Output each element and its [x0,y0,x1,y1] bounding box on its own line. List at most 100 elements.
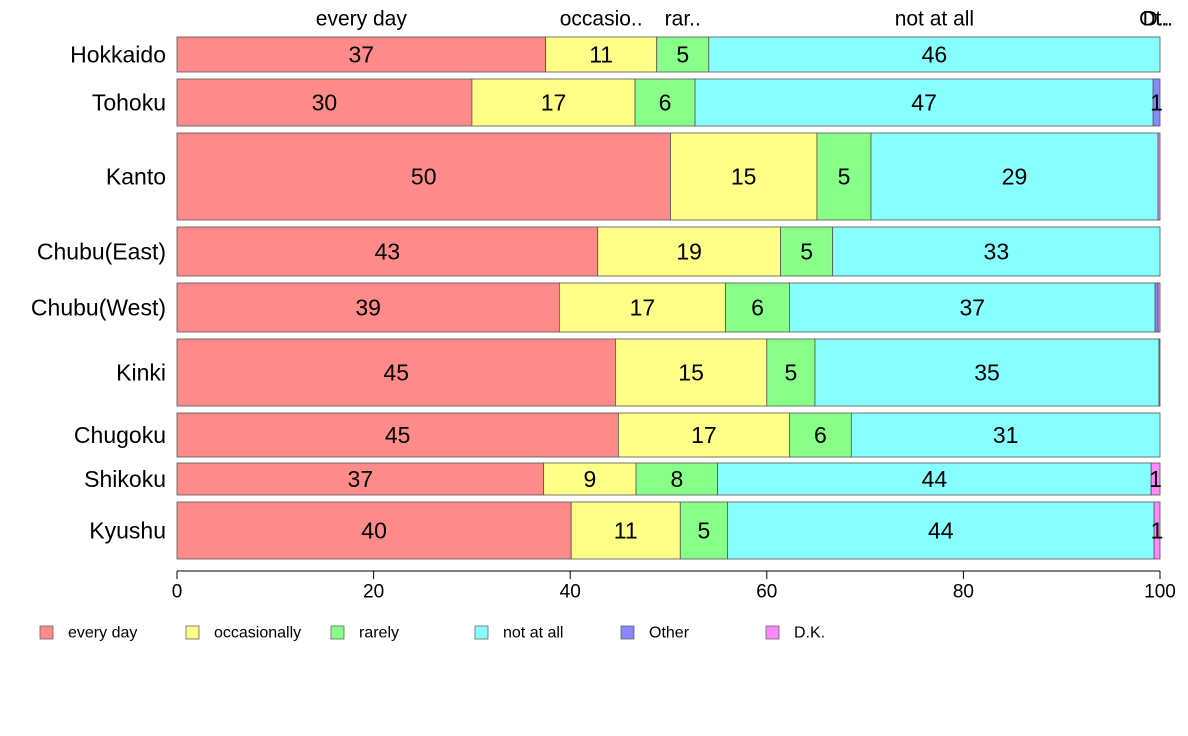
bar-segment [850,412,1161,458]
data-label: 8 [670,466,683,492]
data-label: 17 [630,295,656,321]
data-label: 5 [697,518,710,544]
legend-swatch [474,625,489,640]
bar-segment [558,282,726,333]
data-label: 46 [922,42,948,68]
data-label: 15 [678,360,704,386]
bar-segment [1154,282,1159,333]
data-label: 50 [411,164,437,190]
category-label: Kanto [106,164,166,190]
x-tick-label: 0 [172,582,183,603]
data-label: 17 [541,90,567,116]
data-label: 44 [922,466,948,492]
category-label: Chubu(West) [31,295,166,321]
x-axis: 0 20 40 60 80 100 [172,570,1176,603]
bar-segment [727,501,1155,560]
bar-segment [780,226,834,277]
data-label: 9 [583,466,596,492]
data-label: 40 [361,518,387,544]
data-label: 6 [659,90,672,116]
bar-segment [1152,78,1161,127]
bar-segment [545,36,658,73]
data-label: 5 [838,164,851,190]
data-label: 39 [355,295,381,321]
bar-segment [1150,462,1161,496]
bar-segment [176,412,619,458]
category-label: Kyushu [89,518,166,544]
top-series-label: D.. [1143,8,1170,31]
bar-segment [1153,501,1161,560]
top-series-label: occasio.. [560,8,643,31]
data-label: 30 [312,90,338,116]
bar-segment [471,78,636,127]
legend-label: D.K. [794,625,825,642]
x-tick-label: 60 [756,582,777,603]
bar-segment [1158,338,1161,407]
top-series-label: not at all [895,8,974,31]
legend-swatch [330,625,345,640]
data-label: 29 [1002,164,1028,190]
data-label: 17 [691,422,717,448]
legend-label: every day [68,625,137,642]
bar-segment [814,338,1160,407]
category-label: Hokkaido [70,42,166,68]
bar-segment [615,338,768,407]
data-label: 5 [784,360,797,386]
bar-segment [870,132,1159,221]
data-label: 33 [984,239,1010,265]
data-label: 5 [676,42,689,68]
bar-segment [570,501,681,560]
bar-segment [717,462,1152,496]
bar-segment [176,226,599,277]
legend-swatch [185,625,200,640]
data-label: 1 [1149,466,1162,492]
data-label: 11 [614,518,638,544]
bar-segment [1157,282,1161,333]
legend-swatch [39,625,54,640]
legend-swatch [620,625,635,640]
bar-segment [176,78,473,127]
x-tick-label: 100 [1144,582,1176,603]
top-series-labels: every day occasio.. rar.. not at all Ot..D.. [316,8,1173,31]
data-label: 5 [800,239,813,265]
bar-segment [789,282,1156,333]
data-label: 35 [974,360,1000,386]
bar-segment [816,132,872,221]
data-label: 45 [385,422,411,448]
legend-label: not at all [503,625,563,642]
category-label: Shikoku [84,466,166,492]
x-tick-label: 80 [953,582,974,603]
data-label: 31 [993,422,1019,448]
bar-segment [176,338,616,407]
legend-label: Other [649,625,690,642]
category-label: Chubu(East) [37,239,166,265]
legend-label: rarely [359,625,399,642]
top-series-label: every day [316,8,408,31]
bar-segment [832,226,1161,277]
x-tick-label: 40 [560,582,581,603]
data-label: 37 [348,466,374,492]
data-label: 43 [375,239,401,265]
data-label: 37 [349,42,375,68]
bar-segment [694,78,1154,127]
bar-segment [176,462,545,496]
category-label: Chugoku [74,422,166,448]
legend: every day occasionally rarely not at all Oth… [39,625,825,642]
bar-segment [679,501,728,560]
data-label: 6 [814,422,827,448]
top-series-label: Ot.. [1139,8,1173,31]
bar-segment [634,78,696,127]
data-label: 1 [1150,90,1163,116]
bar-segment [725,282,790,333]
data-label: 1 [1151,518,1164,544]
category-labels: Hokkaido Tohoku Kanto Chubu(East) Chubu(West… [31,42,166,544]
bar-segment [708,36,1161,73]
data-label: 15 [731,164,757,190]
bar-segment [597,226,781,277]
category-label: Kinki [116,360,166,386]
data-label: 45 [383,360,409,386]
data-label: 44 [928,518,954,544]
top-series-label: rar.. [665,8,701,31]
